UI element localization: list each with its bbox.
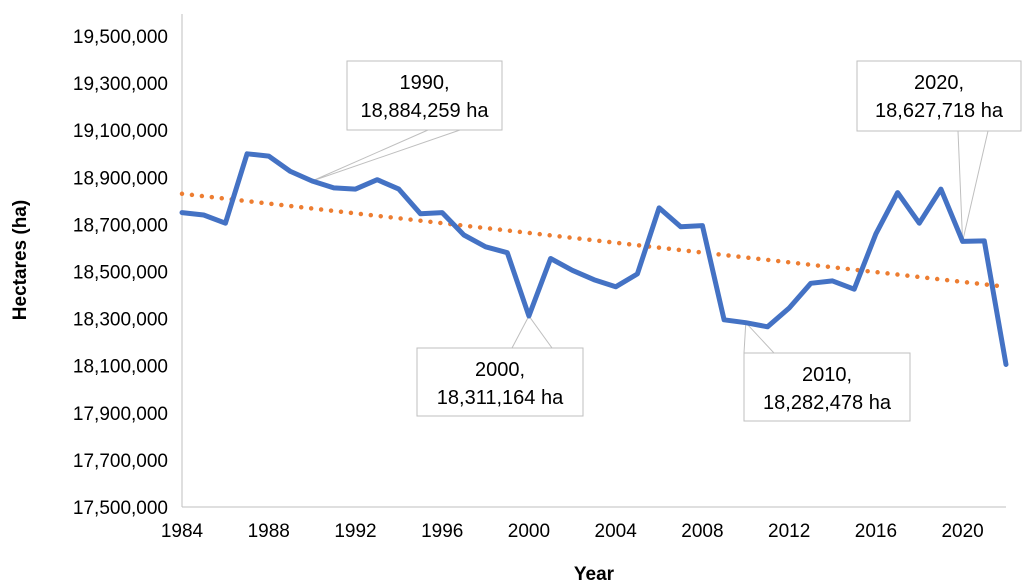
callout-box [856,60,1022,132]
callout-box [346,60,503,131]
y-tick-label: 17,500,000 [73,498,168,519]
y-tick-label: 19,300,000 [73,74,168,95]
callout-leaders [311,129,989,354]
y-tick-label: 17,900,000 [73,404,168,425]
y-tick-labels: 17,500,000 17,700,000 17,900,000 18,100,000… [73,27,168,519]
callout-leader [511,315,553,349]
x-tick-label: 2020 [941,521,983,542]
y-tick-label: 18,500,000 [73,263,168,284]
callout-value-label: 18,884,259 ha [361,100,490,122]
trendline [179,191,1009,290]
callout-value-label: 18,282,478 ha [763,392,892,414]
x-tick-label: 2012 [768,521,810,542]
x-axis-title: Year [574,564,615,585]
callout-value-label: 18,627,718 ha [875,100,1004,122]
y-tick-label: 18,700,000 [73,215,168,236]
callout-year-label: 2010, [802,364,852,386]
y-tick-label: 19,500,000 [73,27,168,48]
x-tick-label: 2004 [595,521,638,542]
callout-leader [311,129,461,182]
callout-year-label: 2020, [914,72,964,94]
y-tick-label: 17,700,000 [73,451,168,472]
callout-value-label: 18,311,164 ha [437,387,564,409]
x-tick-label: 1988 [248,521,290,542]
y-axis-title: Hectares (ha) [10,200,31,320]
x-tick-label: 2000 [508,521,550,542]
series-layer [179,151,1009,367]
y-tick-label: 18,300,000 [73,310,168,331]
y-tick-label: 18,100,000 [73,357,168,378]
axes [181,14,1006,508]
x-tick-label: 1984 [161,521,204,542]
x-tick-labels: 1984 1988 1992 1996 2000 2004 2008 2012 2016 2020 [161,521,984,542]
callout-boxes: 1990, 18,884,259 ha 2000, 18,311,164 ha 2010… [346,60,1022,422]
callout-year-label: 1990, [399,72,449,94]
callout-box [743,352,911,422]
x-tick-label: 2016 [855,521,897,542]
x-tick-label: 1996 [421,521,463,542]
data-series-line [179,151,1009,367]
callout-year-label: 2000, [475,359,525,381]
x-tick-label: 2008 [681,521,723,542]
callout-leader [957,130,989,242]
x-tick-label: 1992 [334,521,376,542]
callout-box [416,347,584,417]
y-tick-label: 18,900,000 [73,168,168,189]
y-tick-label: 19,100,000 [73,121,168,142]
